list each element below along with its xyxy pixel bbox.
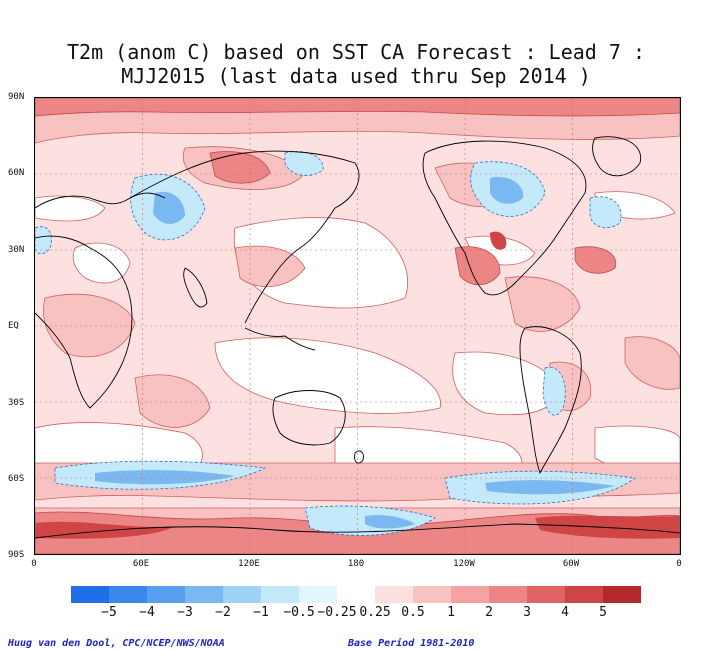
legend-swatch-11 (489, 586, 527, 603)
color-legend (71, 586, 641, 603)
legend-swatch-1 (109, 586, 147, 603)
map-title-line2: MJJ2015 (last data used thru Sep 2014 ) (121, 64, 591, 88)
legend-swatch-9 (413, 586, 451, 603)
legend-label-minus5: −5 (101, 605, 117, 620)
legend-swatch-5 (261, 586, 299, 603)
anomaly-map-canvas (35, 98, 680, 554)
lat-label-60n: 60N (8, 168, 25, 178)
lat-label-90s: 90S (8, 550, 25, 560)
legend-label-0-5: 0.5 (401, 605, 425, 620)
legend-swatch-8 (375, 586, 413, 603)
lat-label-30n: 30N (8, 245, 25, 255)
legend-swatch-14 (603, 586, 641, 603)
map-title-line1: T2m (anom C) based on SST CA Forecast : … (67, 40, 645, 64)
strong-cold-regions (95, 177, 615, 529)
legend-label-0-25: 0.25 (359, 605, 391, 620)
legend-label-4: 4 (561, 605, 569, 620)
legend-label-1: 1 (447, 605, 455, 620)
legend-label-5: 5 (599, 605, 607, 620)
lat-label-eq: EQ (8, 321, 19, 331)
map-gridlines (35, 98, 680, 554)
legend-swatch-12 (527, 586, 565, 603)
coastlines (35, 136, 680, 539)
legend-label-minus1: −1 (253, 605, 269, 620)
lat-label-90n: 90N (8, 92, 25, 102)
legend-label-minus0-25: −0.25 (317, 605, 357, 620)
lon-label-120e: 120E (238, 559, 260, 569)
legend-swatch-7 (337, 586, 375, 603)
lon-label-120w: 120W (453, 559, 475, 569)
base-period-text: Base Period 1981-2010 (348, 638, 475, 649)
credit-text: Huug van den Dool, CPC/NCEP/NWS/NOAA (8, 638, 225, 649)
legend-swatch-0 (71, 586, 109, 603)
legend-swatch-4 (223, 586, 261, 603)
legend-label-3: 3 (523, 605, 531, 620)
anomaly-map (34, 97, 681, 555)
legend-swatch-6 (299, 586, 337, 603)
legend-swatch-10 (451, 586, 489, 603)
legend-label-minus4: −4 (139, 605, 155, 620)
lon-label-60w: 60W (562, 559, 580, 569)
legend-label-minus2: −2 (215, 605, 231, 620)
lon-label-0-left: 0 (31, 559, 37, 569)
lon-label-0-right: 0 (676, 559, 682, 569)
lon-label-60e: 60E (132, 559, 150, 569)
lat-label-30s: 30S (8, 398, 25, 408)
lat-label-60s: 60S (8, 474, 25, 484)
cold-anomaly-regions (35, 151, 637, 536)
legend-label-minus0-5: −0.5 (283, 605, 315, 620)
legend-label-minus3: −3 (177, 605, 193, 620)
legend-label-2: 2 (485, 605, 493, 620)
lon-label-180: 180 (347, 559, 365, 569)
legend-swatch-13 (565, 586, 603, 603)
legend-swatch-3 (185, 586, 223, 603)
legend-swatch-2 (147, 586, 185, 603)
